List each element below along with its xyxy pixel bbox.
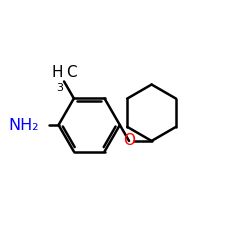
Text: O: O: [123, 134, 135, 148]
Text: 3: 3: [56, 83, 63, 93]
Text: NH₂: NH₂: [8, 118, 39, 132]
Text: C: C: [66, 65, 77, 80]
Text: H: H: [51, 65, 63, 80]
